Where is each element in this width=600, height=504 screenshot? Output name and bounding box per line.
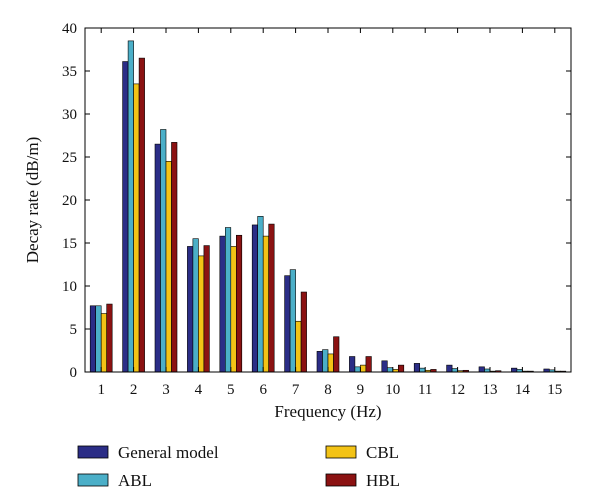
x-tick-label: 1	[97, 382, 105, 398]
x-tick-label: 15	[547, 382, 562, 398]
bar-abl-10	[386, 367, 394, 373]
bar-hbl-6	[268, 223, 275, 373]
bars-layer	[89, 40, 567, 373]
bar-general-model-9	[349, 356, 356, 373]
x-tick-label: 10	[385, 382, 400, 398]
x-tick-label: 2	[130, 382, 138, 398]
bar-hbl-8	[333, 336, 340, 373]
legend-swatch-abl	[77, 473, 109, 487]
y-tick-label: 40	[62, 21, 77, 37]
x-tick-label: 12	[450, 382, 465, 398]
y-axis-label: Decay rate (dB/m)	[23, 137, 42, 264]
bar-general-model-5	[219, 235, 226, 373]
bar-cbl-4	[198, 255, 205, 373]
bar-abl-6	[257, 216, 264, 373]
bar-abl-7	[289, 269, 296, 373]
bar-abl-2	[127, 40, 134, 373]
x-tick-label: 7	[292, 382, 300, 398]
bar-cbl-6	[262, 235, 270, 373]
bar-hbl-9	[365, 356, 372, 373]
bar-abl-4	[192, 238, 199, 373]
bar-cbl-7	[295, 320, 302, 373]
bar-hbl-3	[171, 142, 178, 373]
bar-cbl-5	[230, 246, 237, 373]
bar-hbl-7	[300, 291, 307, 373]
bar-abl-8	[322, 349, 329, 373]
x-tick-label: 4	[195, 382, 203, 398]
legend-swatch-hbl	[325, 473, 357, 487]
y-tick-label: 0	[70, 365, 78, 381]
bar-general-model-12	[446, 364, 453, 373]
bar-hbl-4	[203, 245, 210, 373]
y-tick-label: 15	[62, 236, 77, 252]
legend-label-general-model: General model	[118, 443, 219, 462]
legend-swatch-cbl	[325, 445, 357, 459]
bar-cbl-9	[360, 364, 367, 373]
bar-cbl-8	[327, 353, 334, 373]
x-tick-label: 9	[357, 382, 365, 398]
bar-general-model-6	[251, 224, 258, 373]
bar-general-model-2	[122, 61, 129, 373]
x-tick-label: 3	[162, 382, 170, 398]
y-tick-label: 5	[70, 322, 78, 338]
bar-general-model-7	[284, 275, 291, 373]
legend-label-abl: ABL	[118, 471, 152, 490]
x-axis-label: Frequency (Hz)	[274, 402, 381, 421]
legend: General model ABL CBL HBL	[77, 443, 400, 490]
bar-hbl-1	[106, 303, 113, 373]
x-tick-label: 14	[515, 382, 531, 398]
bar-hbl-10	[397, 364, 405, 373]
y-tick-label: 35	[62, 64, 77, 80]
bar-general-model-10	[381, 360, 388, 373]
bar-abl-5	[225, 227, 232, 373]
bar-general-model-4	[187, 246, 194, 373]
y-tick-label: 10	[62, 279, 77, 295]
bar-hbl-2	[138, 57, 145, 373]
x-tick-label: 11	[418, 382, 432, 398]
y-axis: 0 5 10 15 20 25 30 35 40	[62, 21, 571, 381]
bar-cbl-1	[100, 313, 107, 373]
bar-general-model-8	[316, 351, 323, 373]
legend-label-hbl: HBL	[366, 471, 400, 490]
bar-cbl-2	[133, 83, 140, 373]
bar-general-model-1	[89, 305, 96, 373]
x-tick-label: 5	[227, 382, 235, 398]
y-tick-label: 20	[62, 193, 77, 209]
legend-swatch-general-model	[77, 445, 109, 459]
y-tick-label: 30	[62, 107, 77, 123]
bar-general-model-3	[154, 143, 161, 373]
bar-abl-11	[419, 367, 426, 373]
x-tick-label: 6	[259, 382, 267, 398]
bar-cbl-3	[165, 161, 172, 373]
bar-general-model-13	[478, 366, 485, 373]
bar-general-model-14	[511, 367, 518, 373]
bar-general-model-11	[413, 363, 421, 373]
bar-abl-9	[354, 366, 361, 373]
bar-abl-12	[451, 368, 458, 373]
bar-abl-1	[95, 305, 102, 373]
bar-abl-3	[160, 129, 167, 373]
legend-label-cbl: CBL	[366, 443, 399, 462]
x-axis: 1 2 3 4 5 6 7 8 9 10 11 12 13 14 15	[97, 28, 562, 398]
y-tick-label: 25	[62, 150, 77, 166]
x-tick-label: 13	[483, 382, 498, 398]
x-tick-label: 8	[324, 382, 332, 398]
bar-hbl-5	[236, 234, 243, 373]
